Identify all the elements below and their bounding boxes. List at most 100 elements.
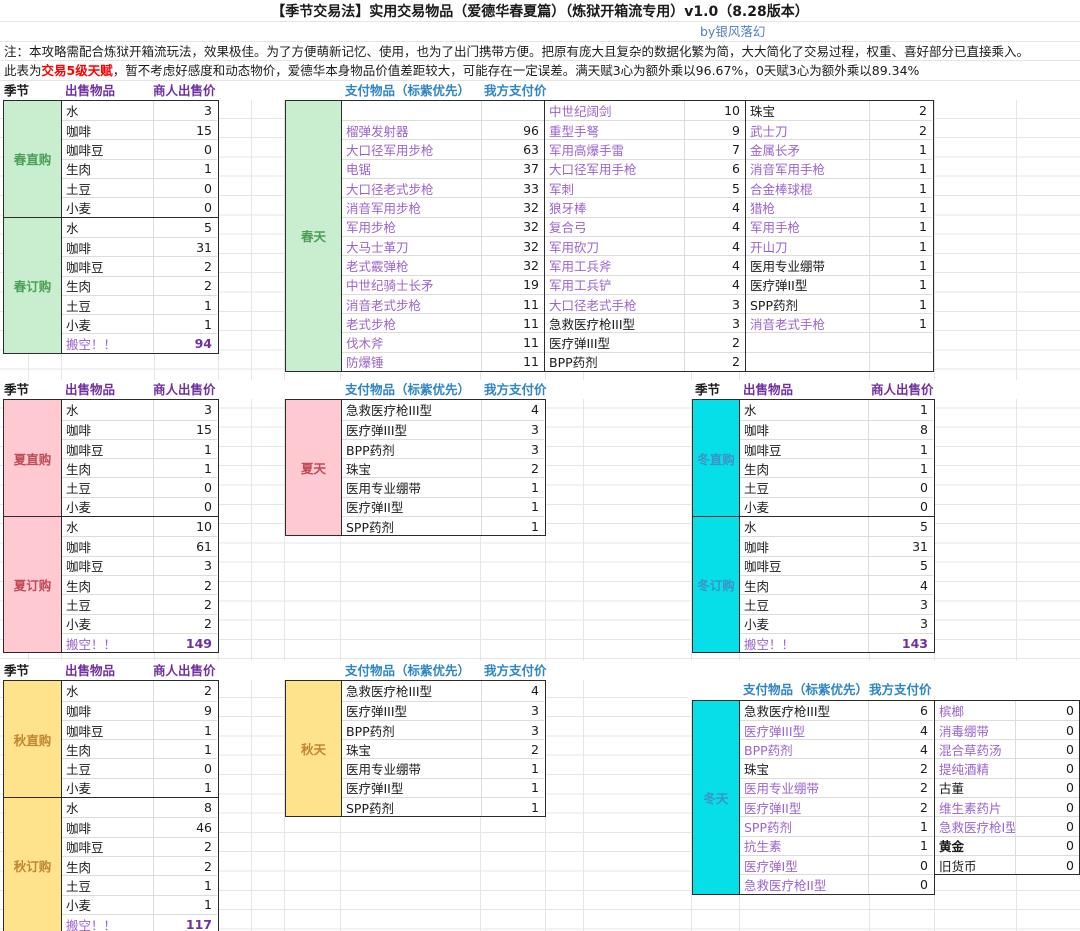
sell-item-cell[interactable]: 小麦 [62,497,154,517]
season-label[interactable]: 冬订购 [693,517,740,653]
pay-price-cell[interactable]: 0 [1066,722,1074,738]
season-label[interactable]: 春直购 [4,100,62,217]
merchant-price-cell[interactable]: 31 [912,539,928,555]
merchant-price-cell[interactable]: 46 [196,820,212,836]
sell-item-cell[interactable]: 小麦 [62,198,154,217]
pay-price-cell[interactable]: 2 [732,354,740,370]
pay-item-cell[interactable]: 老式霰弹枪 [342,256,482,275]
merchant-price-cell[interactable]: 15 [196,422,212,438]
sell-item-cell[interactable]: 咖啡 [740,420,869,439]
sell-item-cell[interactable]: 生肉 [62,159,154,179]
merchant-price-cell[interactable]: 0 [204,200,212,216]
pay-item-cell[interactable]: SPP药剂 [740,817,869,836]
sell-item-cell[interactable]: 水 [62,681,154,701]
merchant-price-cell[interactable]: 1 [920,460,928,476]
merchant-price-cell[interactable]: 1 [204,297,212,313]
pay-item-cell[interactable]: SPP药剂 [746,294,870,314]
pay-item-cell[interactable]: 军用步枪 [342,217,482,236]
col-header-sell-item[interactable]: 出售物品 [743,382,794,397]
pay-price-cell[interactable]: 1 [919,238,927,254]
pay-price-cell[interactable]: 6 [920,702,928,718]
sell-item-cell[interactable]: 土豆 [62,295,154,315]
pay-price-cell[interactable]: 3 [531,703,539,719]
sell-item-cell[interactable]: 水 [740,400,869,420]
pay-price-cell[interactable]: 32 [523,257,539,273]
col-header-merchant-price[interactable]: 商人出售价 [871,382,934,397]
pay-price-cell[interactable]: 33 [523,180,539,196]
pay-item-cell[interactable]: 槟榔 [935,700,1016,720]
pay-item-cell[interactable]: 医疗弹II型 [740,798,869,817]
pay-price-cell[interactable]: 4 [531,683,539,699]
pay-price-cell[interactable]: 11 [523,354,539,370]
sell-item-cell[interactable]: 生肉 [62,740,154,759]
col-header-sell-item[interactable]: 出售物品 [65,663,116,678]
col-header-season[interactable]: 季节 [4,82,30,98]
pay-item-cell[interactable]: 珠宝 [342,459,482,478]
pay-price-cell[interactable]: 2 [531,460,539,476]
pay-price-cell[interactable]: 4 [732,277,740,293]
empty-cell[interactable] [482,101,544,120]
pay-item-cell[interactable]: 医疗弹III型 [342,701,482,720]
merchant-price-cell[interactable]: 1 [204,780,212,796]
pay-price-cell[interactable]: 1 [919,161,927,177]
sell-item-cell[interactable]: 咖啡 [740,537,869,556]
author-byline[interactable]: by银风落幻 [700,24,766,40]
pay-item-cell[interactable]: 医疗弹I型 [740,855,869,875]
merchant-price-cell[interactable]: 3 [204,558,212,574]
sell-item-cell[interactable]: 土豆 [62,179,154,198]
note-line-2[interactable]: 此表为交易5级天赋，暂不考虑好感度和动态物价，爱德华本身物品价值差距较大，可能存… [4,61,919,80]
sell-item-cell[interactable]: 咖啡豆 [62,720,154,740]
merchant-price-cell[interactable]: 15 [196,122,212,138]
merchant-price-cell[interactable]: 61 [196,539,212,555]
pay-item-cell[interactable]: 旧货币 [935,855,1016,875]
sell-item-cell[interactable]: 咖啡 [62,121,154,140]
col-header-merchant-price[interactable]: 商人出售价 [153,82,216,98]
pay-item-cell[interactable]: 急救医疗枪II型 [740,875,869,894]
sell-item-cell[interactable]: 土豆 [62,876,154,895]
pay-item-cell[interactable]: 珠宝 [740,759,869,778]
pay-item-cell[interactable]: SPP药剂 [342,517,482,536]
pay-item-cell[interactable]: 消毒绷带 [935,720,1016,740]
sell-item-cell[interactable]: 土豆 [62,759,154,778]
merchant-price-cell[interactable]: 0 [204,761,212,777]
pay-item-cell[interactable]: 军用手枪 [746,217,870,236]
sell-item-cell[interactable]: 小麦 [62,315,154,334]
pay-item-cell[interactable]: 提纯酒精 [935,759,1016,778]
sell-item-cell[interactable]: 搬空！！ [740,633,869,653]
pay-price-cell[interactable]: 2 [919,103,927,119]
pay-price-cell[interactable]: 4 [920,741,928,757]
sell-item-cell[interactable]: 小麦 [740,497,869,517]
sell-item-cell[interactable]: 生肉 [740,575,869,595]
pay-price-cell[interactable]: 3 [732,296,740,312]
pay-price-cell[interactable]: 1 [919,257,927,273]
col-header-season[interactable]: 季节 [4,663,30,678]
pay-price-cell[interactable]: 0 [1066,857,1074,873]
pay-item-cell[interactable]: 急救医疗枪III型 [740,700,869,720]
season-label[interactable]: 春订购 [4,217,62,353]
merchant-price-cell[interactable]: 3 [204,103,212,119]
pay-item-cell[interactable]: 急救医疗枪III型 [342,681,482,701]
col-header-merchant-price[interactable]: 商人出售价 [153,663,216,678]
merchant-price-cell[interactable]: 1 [204,722,212,738]
sell-item-cell[interactable]: 小麦 [740,614,869,633]
pay-item-cell[interactable]: 医疗弹III型 [342,420,482,439]
pay-item-cell[interactable]: 大口径军用步枪 [342,140,482,159]
merchant-price-cell[interactable]: 9 [204,703,212,719]
col-header-pay-item[interactable]: 支付物品（标紫优先） [345,663,471,678]
col-header-pay-item[interactable]: 支付物品（标紫优先） [743,682,869,698]
sell-item-cell[interactable]: 土豆 [62,478,154,497]
pay-item-cell[interactable]: 榴弹发射器 [342,121,482,140]
pay-item-cell[interactable]: 医疗弹III型 [545,333,685,352]
pay-price-cell[interactable]: 0 [1066,780,1074,796]
col-header-sell-item[interactable]: 出售物品 [65,82,116,98]
pay-item-cell[interactable]: 急救医疗枪III型 [545,314,685,333]
pay-item-cell[interactable]: 老式步枪 [342,314,482,333]
pay-price-cell[interactable]: 19 [523,277,539,293]
pay-price-cell[interactable]: 3 [531,422,539,438]
sell-item-cell[interactable]: 咖啡豆 [740,556,869,575]
pay-item-cell[interactable]: 珠宝 [342,740,482,759]
empty-cell[interactable] [870,333,932,351]
pay-item-cell[interactable]: 伐木斧 [342,333,482,352]
pay-price-cell[interactable]: 1 [531,499,539,515]
pay-item-cell[interactable]: BPP药剂 [740,740,869,759]
